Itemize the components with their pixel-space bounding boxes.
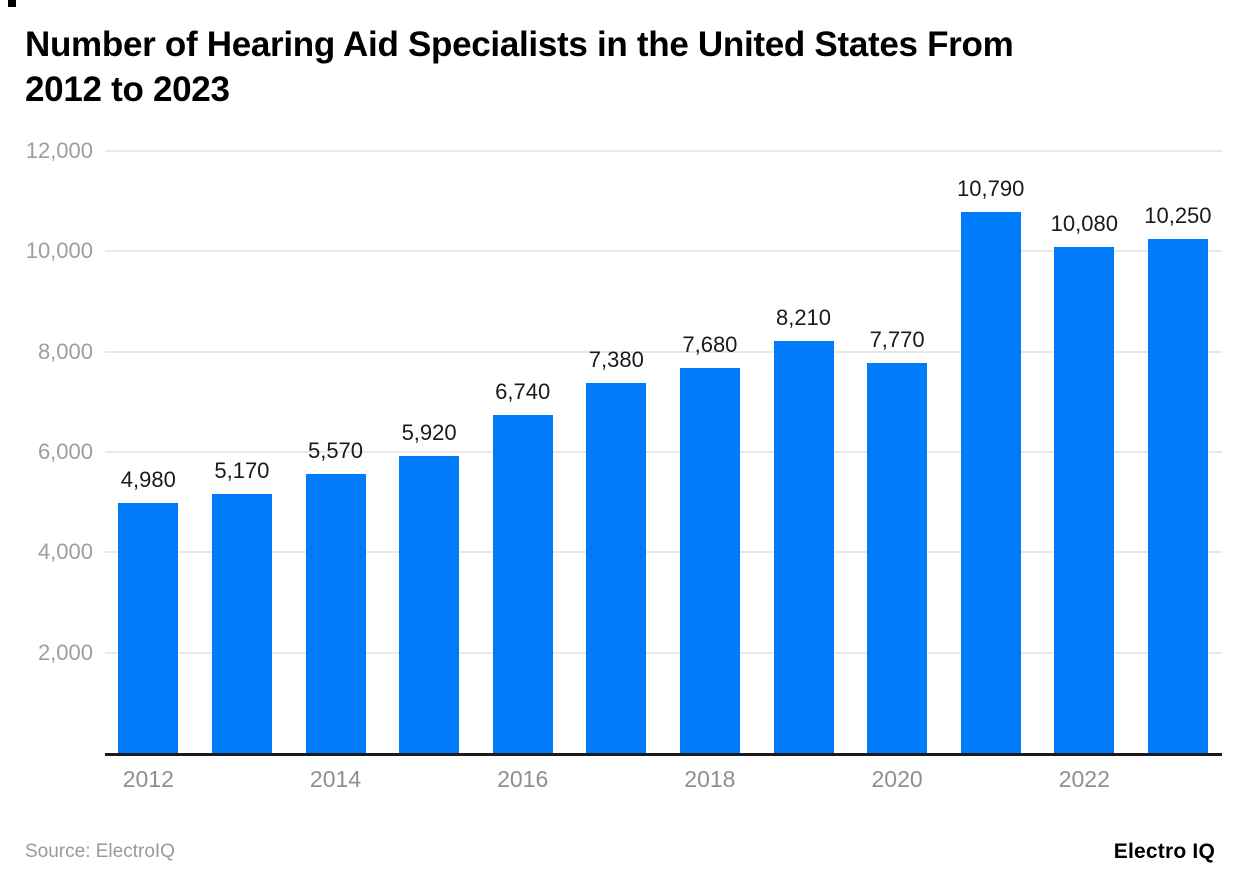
gridline-10,000 (105, 250, 1222, 253)
chart-title-line-2: 2012 to 2023 (25, 70, 230, 109)
x-tick-label-2022: 2022 (1058, 766, 1110, 792)
bar-2017 (586, 382, 647, 753)
bar-value-label-2018: 7,680 (682, 331, 738, 357)
plot-area: 2,000 4,000 6,000 8,000 10,000 12,000 4,980 5,… (26, 138, 1222, 792)
x-axis-line (105, 753, 1222, 756)
corner-mark (8, 0, 16, 7)
gridline-8,000 (105, 350, 1222, 353)
bar-2016 (492, 414, 553, 753)
bar-2023 (1147, 238, 1208, 753)
bar-value-label-2015: 5,920 (401, 420, 457, 446)
bar-2012 (118, 503, 179, 753)
bar-value-label-2012: 4,980 (120, 467, 176, 493)
bar-value-label-2017: 7,380 (588, 346, 644, 372)
x-tick-label-2016: 2016 (497, 766, 549, 792)
y-tick-label-8,000: 8,000 (37, 338, 93, 364)
bar-value-label-2020: 7,770 (869, 327, 925, 353)
x-tick-label-2014: 2014 (309, 766, 362, 792)
chart-title-line-1: Number of Hearing Aid Specialists in the… (25, 25, 1014, 64)
x-tick-label-2012: 2012 (122, 766, 174, 792)
bar-value-label-2021: 10,790 (957, 175, 1025, 201)
bar-value-label-2022: 10,080 (1050, 211, 1118, 237)
bar-value-label-2019: 8,210 (775, 305, 832, 331)
x-tick-label-2020: 2020 (871, 766, 923, 792)
brand-logo: Electro IQ (1113, 840, 1215, 863)
gridline-2,000 (105, 651, 1222, 654)
footer: Source: ElectroIQ Electro IQ (25, 840, 1215, 864)
bar-value-label-2023: 10,250 (1144, 202, 1212, 228)
bar-2022 (1054, 247, 1115, 753)
x-tick-label-2018: 2018 (684, 766, 736, 792)
y-tick-label-10,000: 10,000 (25, 238, 93, 264)
bar-value-label-2016: 6,740 (495, 378, 551, 404)
bar-value-label-2013: 5,170 (214, 457, 270, 483)
y-tick-label-4,000: 4,000 (37, 539, 93, 565)
y-tick-label-2,000: 2,000 (37, 639, 93, 665)
gridline-12,000 (105, 150, 1222, 152)
bar-2021 (960, 211, 1021, 753)
bar-2015 (399, 456, 460, 753)
bar-value-label-2014: 5,570 (307, 437, 364, 463)
bar-2019 (773, 341, 834, 753)
bar-2014 (305, 473, 366, 753)
gridline-4,000 (105, 551, 1222, 554)
bar-2013 (211, 493, 272, 753)
y-tick-label-12,000: 12,000 (25, 138, 93, 163)
source-label: Source: ElectroIQ (25, 841, 175, 862)
gridline-6,000 (105, 451, 1222, 453)
bar-2018 (679, 367, 740, 753)
bar-2020 (867, 363, 928, 753)
y-tick-label-6,000: 6,000 (37, 439, 93, 464)
chart-title: Number of Hearing Aid Specialists in the… (25, 22, 1014, 112)
